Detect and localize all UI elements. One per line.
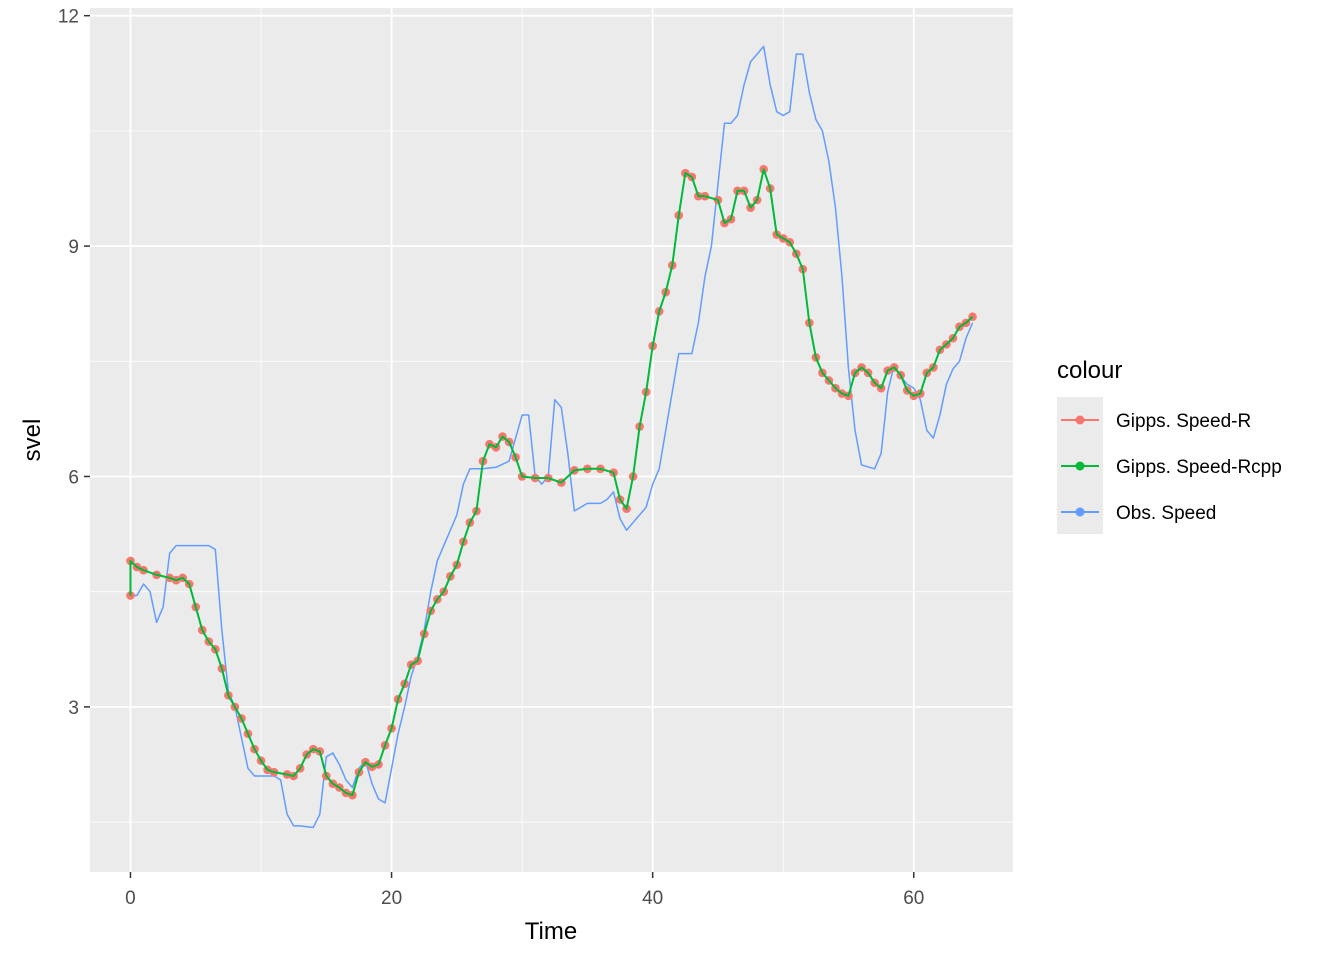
series-line-gipps-speed-rcpp bbox=[129, 168, 974, 797]
legend-key-point-gipps-speed-r bbox=[1075, 415, 1085, 425]
legend-entry-gipps-speed-rcpp: Gipps. Speed-Rcpp bbox=[1061, 457, 1282, 478]
legend-entry-gipps-speed-r: Gipps. Speed-R bbox=[1061, 411, 1251, 432]
legend: colour Gipps. Speed-R Gipps. Speed-Rcpp … bbox=[1057, 357, 1282, 534]
series-line-obs-speed bbox=[130, 45, 974, 829]
y-tick-label: 9 bbox=[68, 237, 79, 258]
x-tick-label: 0 bbox=[125, 888, 136, 909]
y-tick-label: 3 bbox=[68, 698, 79, 719]
legend-entry-obs-speed: Obs. Speed bbox=[1061, 503, 1216, 524]
x-tick-label: 60 bbox=[903, 888, 924, 909]
legend-label-obs-speed: Obs. Speed bbox=[1116, 503, 1216, 524]
y-axis-title: svel bbox=[19, 419, 46, 462]
legend-key-point-obs-speed bbox=[1075, 507, 1085, 517]
axis-ticks bbox=[84, 14, 915, 878]
y-tick-label: 12 bbox=[58, 7, 79, 28]
minor-grid bbox=[90, 8, 1013, 872]
x-axis-title: Time bbox=[525, 918, 577, 945]
x-tick-label: 40 bbox=[642, 888, 663, 909]
y-tick-label: 6 bbox=[68, 467, 79, 488]
legend-key-point-gipps-speed-rcpp bbox=[1075, 461, 1085, 471]
major-grid bbox=[90, 8, 1013, 872]
x-tick-label: 20 bbox=[381, 888, 402, 909]
legend-label-gipps-speed-r: Gipps. Speed-R bbox=[1116, 411, 1251, 432]
series-layer bbox=[126, 45, 977, 829]
legend-title: colour bbox=[1057, 357, 1122, 384]
y-tick-labels: 3 6 9 12 bbox=[58, 7, 79, 719]
x-tick-labels: 0 20 40 60 bbox=[125, 888, 924, 909]
legend-label-gipps-speed-rcpp: Gipps. Speed-Rcpp bbox=[1116, 457, 1282, 478]
